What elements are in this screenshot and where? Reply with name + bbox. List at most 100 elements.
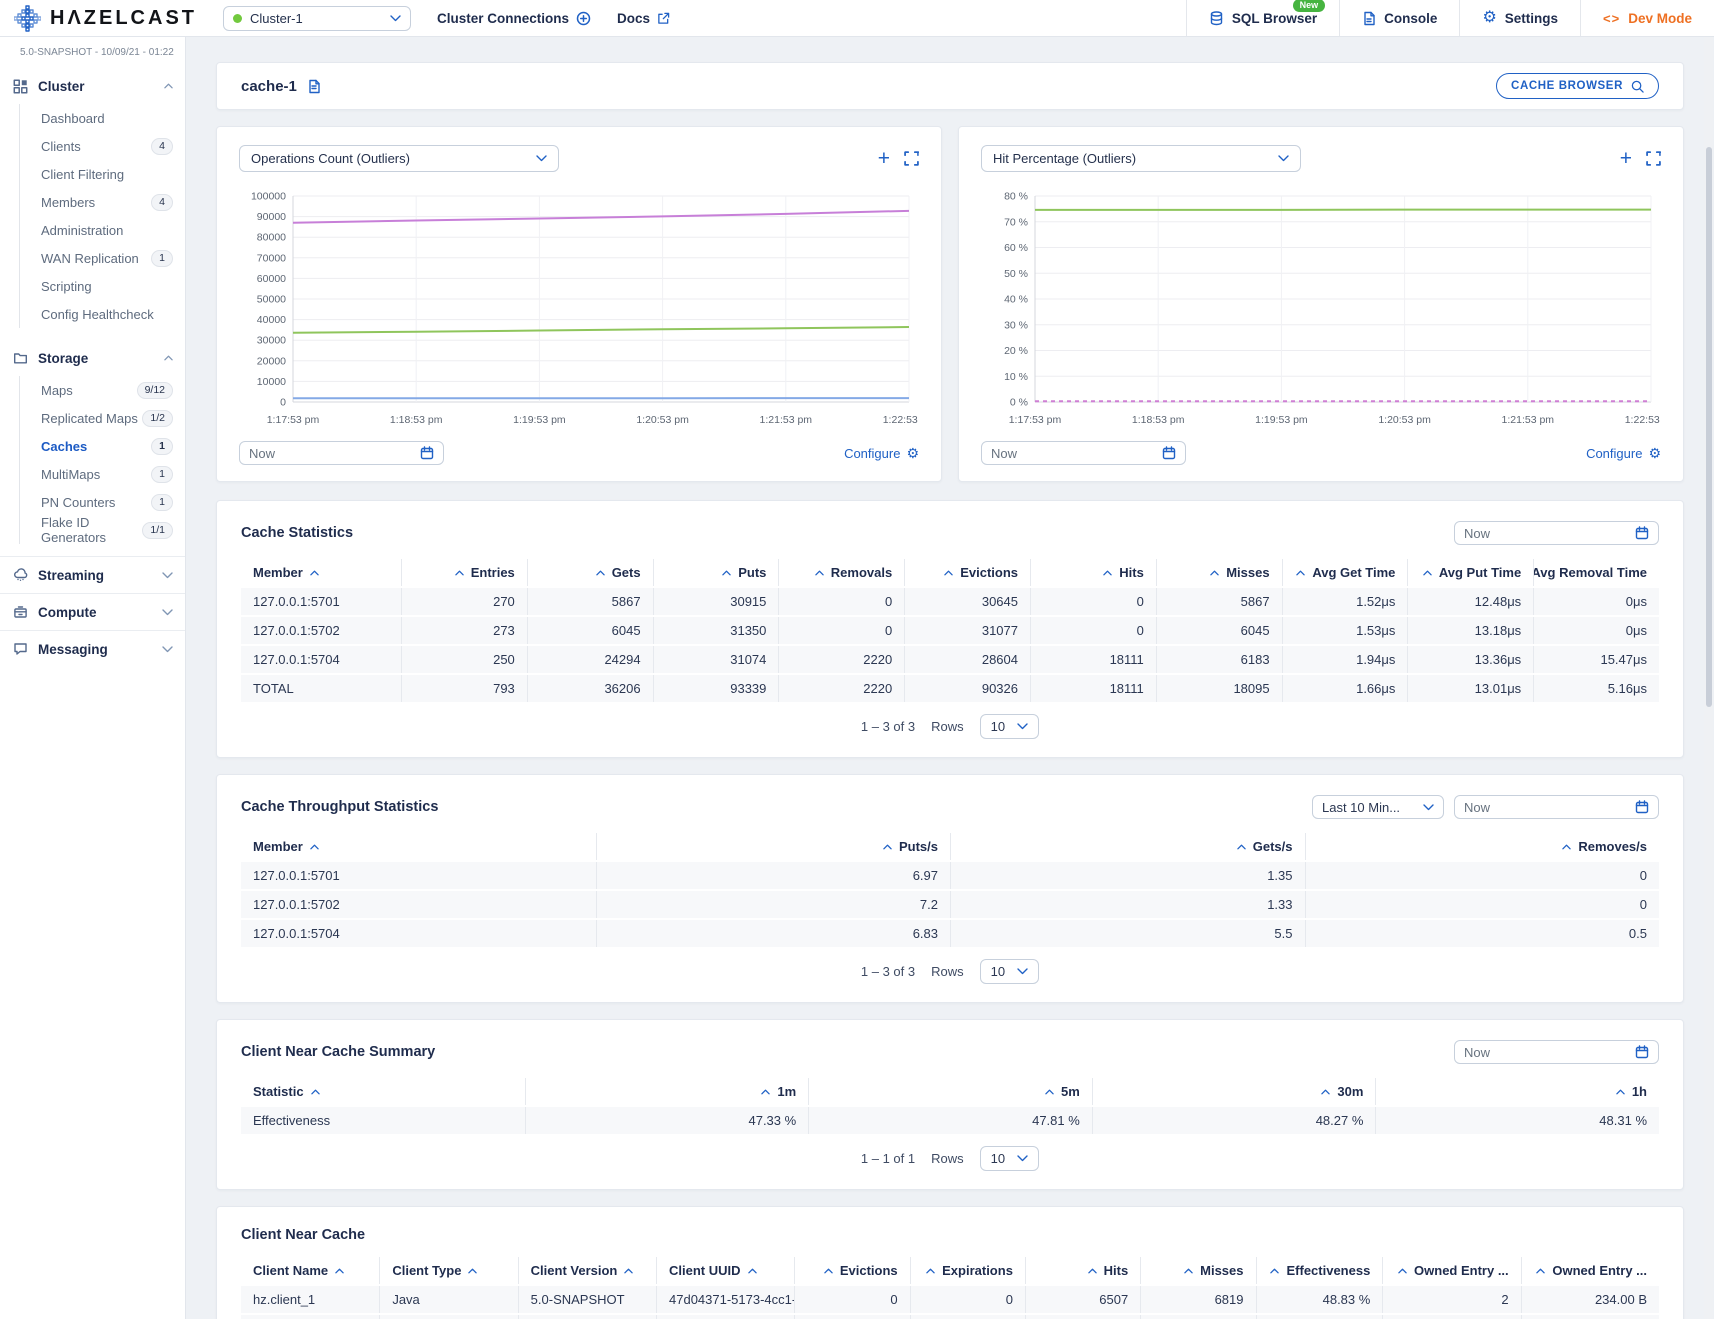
column-header-evictions[interactable]: Evictions bbox=[794, 1257, 909, 1284]
copy-name-icon[interactable] bbox=[307, 79, 321, 94]
sidebar-item-dashboard[interactable]: Dashboard bbox=[20, 104, 185, 132]
sidebar-item-pn-counters[interactable]: PN Counters 1 bbox=[20, 488, 185, 516]
page-size-select[interactable]: 10 bbox=[979, 1146, 1040, 1171]
configure-link[interactable]: Configure ⚙ bbox=[844, 446, 919, 461]
table-row[interactable]: 127.0.0.1:5701 270 5867 30915 0 30645 0 5867 1.5… bbox=[241, 588, 1659, 615]
sql-browser-label: SQL Browser bbox=[1231, 10, 1318, 26]
table-row[interactable]: 127.0.0.1:5701 6.97 1.35 0 bbox=[241, 862, 1659, 889]
operations-count-chart: 0 10000 20000 30000 40000 50000 60000 70000 8000… bbox=[239, 188, 919, 432]
column-header-avg-get-time[interactable]: Avg Get Time bbox=[1281, 559, 1408, 586]
column-header-member[interactable]: Member bbox=[241, 833, 596, 860]
column-header-evictions[interactable]: Evictions bbox=[904, 559, 1030, 586]
sidebar-section-header-streaming[interactable]: Streaming bbox=[0, 559, 185, 591]
time-filter-input[interactable]: Now bbox=[981, 441, 1186, 465]
page-size-select[interactable]: 10 bbox=[979, 714, 1040, 739]
column-header-member[interactable]: Member bbox=[241, 559, 401, 586]
sidebar-item-clients[interactable]: Clients 4 bbox=[20, 132, 185, 160]
fullscreen-icon[interactable] bbox=[1646, 151, 1661, 166]
sidebar-section-header-messaging[interactable]: Messaging bbox=[0, 633, 185, 665]
hit-percentage-chart-card: Hit Percentage (Outliers) + 0 % 10 % 20 % 3… bbox=[958, 126, 1684, 482]
column-header-puts-s[interactable]: Puts/s bbox=[595, 833, 951, 860]
column-header-owned-entry[interactable]: Owned Entry ... bbox=[1382, 1257, 1520, 1284]
cell-expirations: 0 bbox=[909, 1286, 1025, 1313]
dev-mode-button[interactable]: <> Dev Mode bbox=[1580, 0, 1714, 36]
sidebar-item-multimaps[interactable]: MultiMaps 1 bbox=[20, 460, 185, 488]
column-header-hits[interactable]: Hits bbox=[1030, 559, 1156, 586]
sidebar-item-config-healthcheck[interactable]: Config Healthcheck bbox=[20, 300, 185, 328]
column-header-misses[interactable]: Misses bbox=[1140, 1257, 1255, 1284]
table-row[interactable]: hz.client_2Java5.0-SNAPSHOT2d5ac7fa-58a5… bbox=[241, 1315, 1659, 1319]
settings-button[interactable]: ⚙ Settings bbox=[1459, 0, 1580, 36]
sidebar-section-header-compute[interactable]: Compute bbox=[0, 596, 185, 628]
metric-select-hit-percentage[interactable]: Hit Percentage (Outliers) bbox=[981, 145, 1301, 172]
table-row[interactable]: 127.0.0.1:5704 6.83 5.5 0.5 bbox=[241, 920, 1659, 947]
table-row[interactable]: 127.0.0.1:5704 250 24294 31074 2220 28604 1811… bbox=[241, 646, 1659, 673]
sidebar-section-header-storage[interactable]: Storage bbox=[0, 342, 185, 374]
column-header-effectiveness[interactable]: Effectiveness bbox=[1255, 1257, 1383, 1284]
column-header-client-type[interactable]: Client Type bbox=[379, 1257, 517, 1284]
column-header-statistic[interactable]: Statistic bbox=[241, 1078, 525, 1105]
page-header-card: cache-1 CACHE BROWSER bbox=[216, 62, 1684, 110]
scrollbar-thumb[interactable] bbox=[1705, 147, 1712, 707]
column-header-avg-removal-time[interactable]: Avg Removal Time bbox=[1533, 559, 1659, 586]
table-row[interactable]: TOTAL 793 36206 93339 2220 90326 18111 18095 1.6… bbox=[241, 675, 1659, 702]
sidebar-item-administration[interactable]: Administration bbox=[20, 216, 185, 244]
column-header-gets-s[interactable]: Gets/s bbox=[950, 833, 1305, 860]
time-filter-input[interactable]: Now bbox=[1454, 795, 1659, 819]
column-header-client-uuid[interactable]: Client UUID bbox=[656, 1257, 794, 1284]
add-chart-icon[interactable]: + bbox=[1619, 146, 1632, 170]
column-header-5m[interactable]: 5m bbox=[808, 1078, 1092, 1105]
sidebar-item-caches[interactable]: Caches 1 bbox=[20, 432, 185, 460]
table-row[interactable]: Effectiveness 47.33 % 47.81 % 48.27 % 48.31 … bbox=[241, 1107, 1659, 1134]
column-label: Client Type bbox=[392, 1263, 462, 1278]
cache-browser-button[interactable]: CACHE BROWSER bbox=[1496, 73, 1659, 99]
sidebar-item-flake-id-generators[interactable]: Flake ID Generators 1/1 bbox=[20, 515, 185, 545]
fullscreen-icon[interactable] bbox=[904, 151, 919, 166]
sidebar-section-header-cluster[interactable]: Cluster bbox=[0, 70, 185, 102]
column-header-misses[interactable]: Misses bbox=[1155, 559, 1282, 586]
table-row[interactable]: hz.client_1 Java 5.0-SNAPSHOT 47d04371-5173… bbox=[241, 1286, 1659, 1313]
column-header-gets[interactable]: Gets bbox=[526, 559, 653, 586]
sql-browser-button[interactable]: New SQL Browser bbox=[1185, 0, 1339, 36]
vertical-scrollbar[interactable] bbox=[1704, 37, 1713, 1319]
cell-statistic: Effectiveness bbox=[253, 1113, 331, 1128]
sidebar-item-scripting[interactable]: Scripting bbox=[20, 272, 185, 300]
column-header-puts[interactable]: Puts bbox=[652, 559, 779, 586]
column-header-1h[interactable]: 1h bbox=[1375, 1078, 1659, 1105]
configure-link[interactable]: Configure ⚙ bbox=[1586, 446, 1661, 461]
table-row[interactable]: 127.0.0.1:5702 273 6045 31350 0 31077 0 6045 1.5… bbox=[241, 617, 1659, 644]
column-header-removals[interactable]: Removals bbox=[778, 559, 904, 586]
sidebar-item-maps[interactable]: Maps 9/12 bbox=[20, 376, 185, 404]
period-select[interactable]: Last 10 Min... bbox=[1312, 795, 1444, 819]
add-connection-icon[interactable] bbox=[576, 11, 591, 26]
column-header-hits[interactable]: Hits bbox=[1024, 1257, 1140, 1284]
column-header-1m[interactable]: 1m bbox=[524, 1078, 809, 1105]
column-header-owned-entry[interactable]: Owned Entry ... bbox=[1520, 1257, 1659, 1284]
sidebar-item-wan-replication[interactable]: WAN Replication 1 bbox=[20, 244, 185, 272]
sidebar-item-label: Replicated Maps bbox=[41, 410, 138, 426]
column-header-removes-s[interactable]: Removes/s bbox=[1304, 833, 1660, 860]
metric-select-operations[interactable]: Operations Count (Outliers) bbox=[239, 145, 559, 172]
column-header-30m[interactable]: 30m bbox=[1091, 1078, 1376, 1105]
column-header-client-version[interactable]: Client Version bbox=[517, 1257, 656, 1284]
cell-entries: 270 bbox=[401, 588, 527, 615]
table-header-row: Member Puts/s Gets/s Removes/s bbox=[241, 833, 1659, 860]
column-header-expirations[interactable]: Expirations bbox=[909, 1257, 1025, 1284]
sidebar-item-client-filtering[interactable]: Client Filtering bbox=[20, 160, 185, 188]
time-filter-input[interactable]: Now bbox=[1454, 521, 1659, 545]
column-header-client-name[interactable]: Client Name bbox=[241, 1257, 379, 1284]
column-header-avg-put-time[interactable]: Avg Put Time bbox=[1407, 559, 1533, 586]
sidebar-section-label: Streaming bbox=[38, 567, 105, 583]
sidebar-item-replicated-maps[interactable]: Replicated Maps 1/2 bbox=[20, 404, 185, 432]
time-filter-input[interactable]: Now bbox=[1454, 1040, 1659, 1064]
table-row[interactable]: 127.0.0.1:5702 7.2 1.33 0 bbox=[241, 891, 1659, 918]
docs-link[interactable]: Docs bbox=[617, 11, 670, 26]
cluster-connections-link[interactable]: Cluster Connections bbox=[437, 11, 591, 26]
cluster-select[interactable]: Cluster-1 bbox=[223, 5, 411, 31]
column-header-entries[interactable]: Entries bbox=[401, 559, 527, 586]
time-filter-input[interactable]: Now bbox=[239, 441, 444, 465]
add-chart-icon[interactable]: + bbox=[877, 146, 890, 170]
console-button[interactable]: Console bbox=[1339, 0, 1459, 36]
page-size-select[interactable]: 10 bbox=[979, 959, 1040, 984]
sidebar-item-members[interactable]: Members 4 bbox=[20, 188, 185, 216]
